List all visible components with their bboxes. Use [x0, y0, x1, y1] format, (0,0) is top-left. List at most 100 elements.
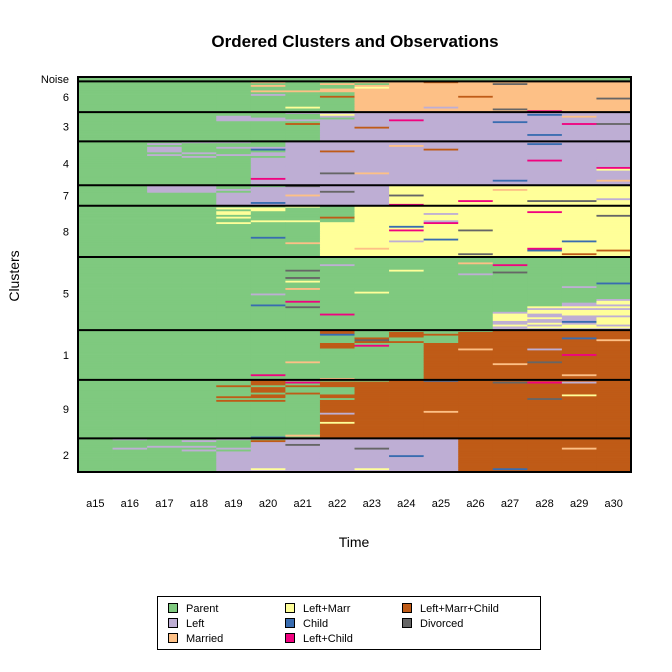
sequence-cell [561, 390, 597, 394]
sequence-cell [458, 414, 494, 417]
sequence-cell [492, 190, 528, 194]
sequence-cell [596, 366, 632, 370]
sequence-cell [561, 229, 597, 232]
sequence-cell [216, 213, 252, 216]
sequence-cell [389, 233, 425, 236]
sequence-cell [458, 429, 494, 432]
sequence-cell [423, 306, 459, 309]
sequence-cell [181, 273, 217, 276]
sequence-cell [596, 457, 632, 460]
sequence-cell [458, 466, 494, 469]
sequence-cell [389, 135, 425, 139]
sequence-cell [147, 275, 183, 278]
sequence-cell [319, 95, 355, 99]
sequence-cell [527, 143, 563, 146]
sequence-cell [216, 112, 252, 115]
sequence-cell [596, 150, 632, 153]
sequence-cell [527, 293, 563, 296]
sequence-cell [458, 407, 494, 410]
sequence-cell [423, 181, 459, 184]
sequence-cell [112, 168, 148, 172]
sequence-cell [112, 468, 148, 471]
sequence-cell [389, 185, 425, 188]
sequence-cell [561, 81, 597, 84]
sequence-cell [216, 103, 252, 106]
sequence-cell [147, 320, 183, 324]
sequence-cell [216, 92, 252, 95]
sequence-cell [354, 374, 390, 377]
sequence-cell [112, 258, 148, 261]
sequence-cell [561, 112, 597, 115]
sequence-cell [458, 222, 494, 225]
sequence-cell [527, 302, 563, 305]
sequence-cell [423, 313, 459, 316]
sequence-cell [389, 260, 425, 263]
sequence-cell [112, 440, 148, 443]
sequence-cell [561, 192, 597, 195]
legend: Parent Left Married Left+Marr Child Left+Chil… [157, 596, 541, 650]
sequence-cell [527, 271, 563, 274]
sequence-cell [319, 273, 355, 276]
sequence-cell [250, 322, 286, 326]
sequence-cell [527, 177, 563, 181]
sequence-cell [285, 468, 321, 471]
sequence-cell [354, 420, 390, 423]
sequence-cell [561, 152, 597, 155]
sequence-cell [319, 429, 355, 432]
sequence-cell [147, 214, 183, 218]
sequence-cell [319, 161, 355, 164]
sequence-cell [250, 81, 286, 84]
sequence-cell [250, 388, 286, 392]
sequence-cell [389, 309, 425, 313]
sequence-cell [181, 194, 217, 197]
sequence-cell [78, 119, 113, 122]
sequence-cell [319, 297, 355, 300]
sequence-cell [285, 458, 321, 462]
sequence-cell [250, 409, 286, 412]
sequence-cell [181, 115, 217, 118]
sequence-cell [389, 383, 425, 386]
sequence-cell [216, 392, 252, 395]
sequence-cell [389, 416, 425, 419]
sequence-cell [78, 407, 113, 410]
sequence-cell [181, 374, 217, 377]
sequence-cell [458, 269, 494, 272]
sequence-cell [354, 365, 390, 368]
sequence-cell [285, 462, 321, 465]
sequence-cell [492, 218, 528, 221]
sequence-cell [285, 315, 321, 318]
sequence-cell [354, 431, 390, 434]
sequence-cell [78, 288, 113, 291]
sequence-cell [596, 187, 632, 190]
sequence-cell [78, 401, 113, 405]
sequence-cell [78, 355, 113, 359]
sequence-cell [319, 218, 355, 221]
sequence-cell [250, 447, 286, 450]
sequence-cell [354, 176, 390, 179]
sequence-cell [78, 238, 113, 241]
sequence-cell [319, 154, 355, 157]
sequence-cell [250, 458, 286, 462]
sequence-cell [112, 278, 148, 282]
sequence-cell [181, 231, 217, 234]
sequence-cell [319, 163, 355, 166]
sequence-cell [389, 319, 425, 322]
sequence-cell [285, 427, 321, 430]
sequence-cell [78, 249, 113, 252]
sequence-cell [492, 146, 528, 150]
sequence-cell [250, 103, 286, 106]
sequence-cell [250, 405, 286, 408]
sequence-cell [147, 442, 183, 445]
sequence-cell [527, 209, 563, 212]
sequence-cell [354, 216, 390, 219]
sequence-cell [561, 333, 597, 337]
sequence-cell [216, 293, 252, 296]
sequence-cell [112, 192, 148, 195]
sequence-cell [423, 284, 459, 287]
sequence-cell [492, 425, 528, 428]
sequence-cell [527, 275, 563, 278]
sequence-cell [147, 90, 183, 93]
legend-item: Child [285, 618, 328, 630]
sequence-cell [147, 106, 183, 109]
sequence-cell [354, 385, 390, 388]
